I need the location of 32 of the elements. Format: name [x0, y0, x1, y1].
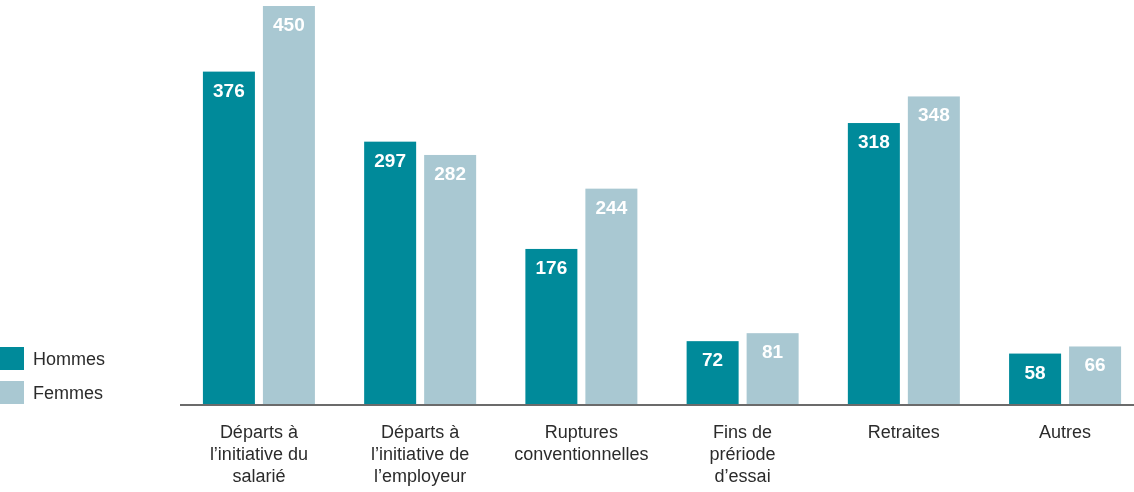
x-tick-label: Fins de prériode d’essai: [709, 422, 776, 486]
bar: [202, 71, 255, 405]
data-label: 66: [1084, 354, 1106, 376]
data-label: 58: [1024, 361, 1046, 383]
x-tick-label: Départs à l’initiative du salarié: [209, 422, 308, 486]
data-label: 176: [535, 256, 568, 278]
bar: [262, 6, 315, 405]
data-label: 282: [434, 162, 466, 184]
data-label: 72: [702, 349, 724, 371]
data-label: 244: [595, 196, 628, 218]
bar: [1069, 346, 1122, 405]
legend-label: Femmes: [33, 383, 104, 403]
bar: [364, 141, 417, 405]
bar: [847, 123, 900, 405]
bar: [746, 333, 799, 405]
bar: [424, 154, 477, 405]
data-label: 450: [273, 14, 305, 35]
data-label: 81: [762, 341, 784, 363]
x-tick-label: Ruptures conventionnelles: [514, 422, 649, 464]
legend-label: Hommes: [33, 349, 106, 369]
data-label: 318: [858, 131, 890, 153]
data-label: 348: [918, 104, 950, 126]
bar: [585, 188, 638, 405]
bar: [525, 248, 578, 405]
x-tick-label: Autres: [1039, 422, 1092, 442]
x-tick-label: Retraites: [867, 422, 940, 442]
bar: [907, 96, 960, 405]
data-label: 376: [213, 79, 245, 101]
data-label: 297: [374, 149, 406, 171]
x-tick-label: Départs à l’initiative de l’employeur: [371, 422, 470, 486]
bar: [686, 341, 739, 405]
bar: [1009, 353, 1062, 405]
